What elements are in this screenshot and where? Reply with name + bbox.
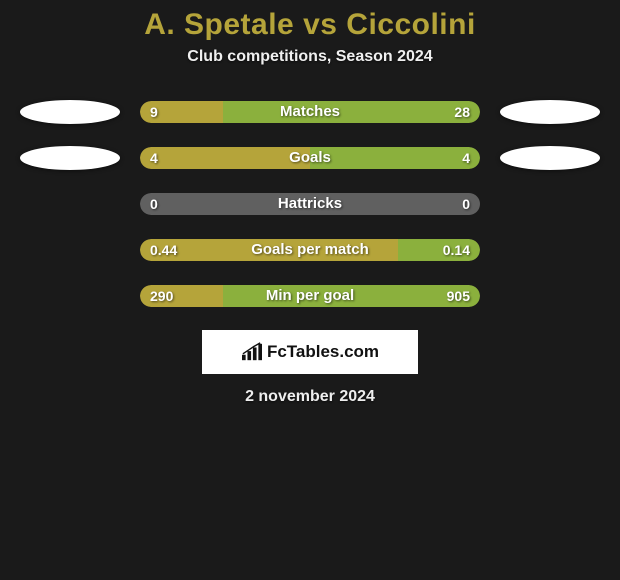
player-left-avatar [20, 146, 120, 170]
stat-row: 44Goals [0, 146, 620, 170]
stat-label: Matches [140, 101, 480, 123]
player-left-avatar [20, 100, 120, 124]
date-text: 2 november 2024 [0, 388, 620, 406]
brand-badge[interactable]: FcTables.com [202, 330, 418, 374]
brand-chart-icon [241, 342, 263, 362]
stat-label: Hattricks [140, 193, 480, 215]
stat-bar: 00Hattricks [140, 193, 480, 215]
stat-bar: 928Matches [140, 101, 480, 123]
comparison-card: A. Spetale vs Ciccolini Club competition… [0, 8, 620, 580]
stat-rows: 928Matches 44Goals 00Hattricks 0.440.14Goal… [0, 100, 620, 308]
stat-label: Goals per match [140, 239, 480, 261]
stat-bar: 290905Min per goal [140, 285, 480, 307]
stat-label: Goals [140, 147, 480, 169]
stat-row: 0.440.14Goals per match [0, 238, 620, 262]
stat-row: 290905Min per goal [0, 284, 620, 308]
subtitle: Club competitions, Season 2024 [0, 48, 620, 66]
stat-bar: 44Goals [140, 147, 480, 169]
stat-row: 00Hattricks [0, 192, 620, 216]
player-right-avatar [500, 100, 600, 124]
brand-text: FcTables.com [267, 342, 379, 362]
stat-bar: 0.440.14Goals per match [140, 239, 480, 261]
player-right-avatar [500, 146, 600, 170]
stat-label: Min per goal [140, 285, 480, 307]
page-title: A. Spetale vs Ciccolini [0, 8, 620, 42]
stat-row: 928Matches [0, 100, 620, 124]
